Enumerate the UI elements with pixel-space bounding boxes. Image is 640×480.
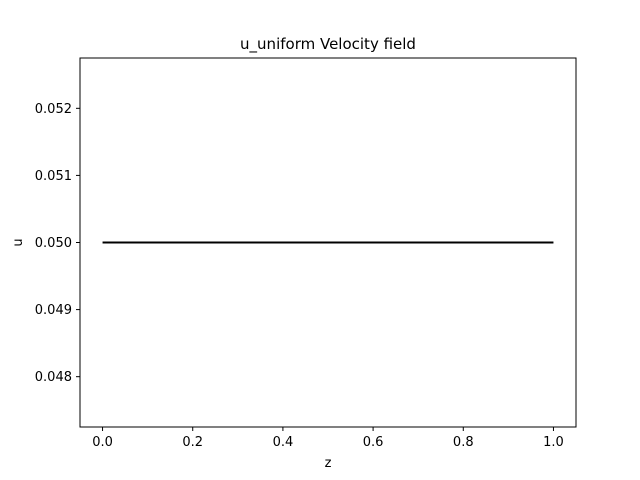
y-tick-label: 0.052 <box>35 102 72 117</box>
y-tick-label: 0.048 <box>35 370 72 385</box>
x-tick-label: 0.4 <box>273 435 294 450</box>
y-tick-label: 0.049 <box>35 303 72 318</box>
x-tick-label: 1.0 <box>543 435 564 450</box>
y-axis-ticks: 0.048 0.049 0.050 0.051 0.052 <box>35 102 80 385</box>
x-tick-label: 0.8 <box>453 435 474 450</box>
x-axis-ticks: 0.0 0.2 0.4 0.6 0.8 1.0 <box>92 427 564 450</box>
chart-title: u_uniform Velocity field <box>240 35 416 54</box>
y-axis-label: u <box>11 238 26 246</box>
x-tick-label: 0.0 <box>92 435 113 450</box>
y-tick-label: 0.050 <box>35 236 72 251</box>
y-tick-label: 0.051 <box>35 169 72 184</box>
x-tick-label: 0.6 <box>363 435 384 450</box>
x-tick-label: 0.2 <box>182 435 203 450</box>
x-axis-label: z <box>325 456 332 471</box>
